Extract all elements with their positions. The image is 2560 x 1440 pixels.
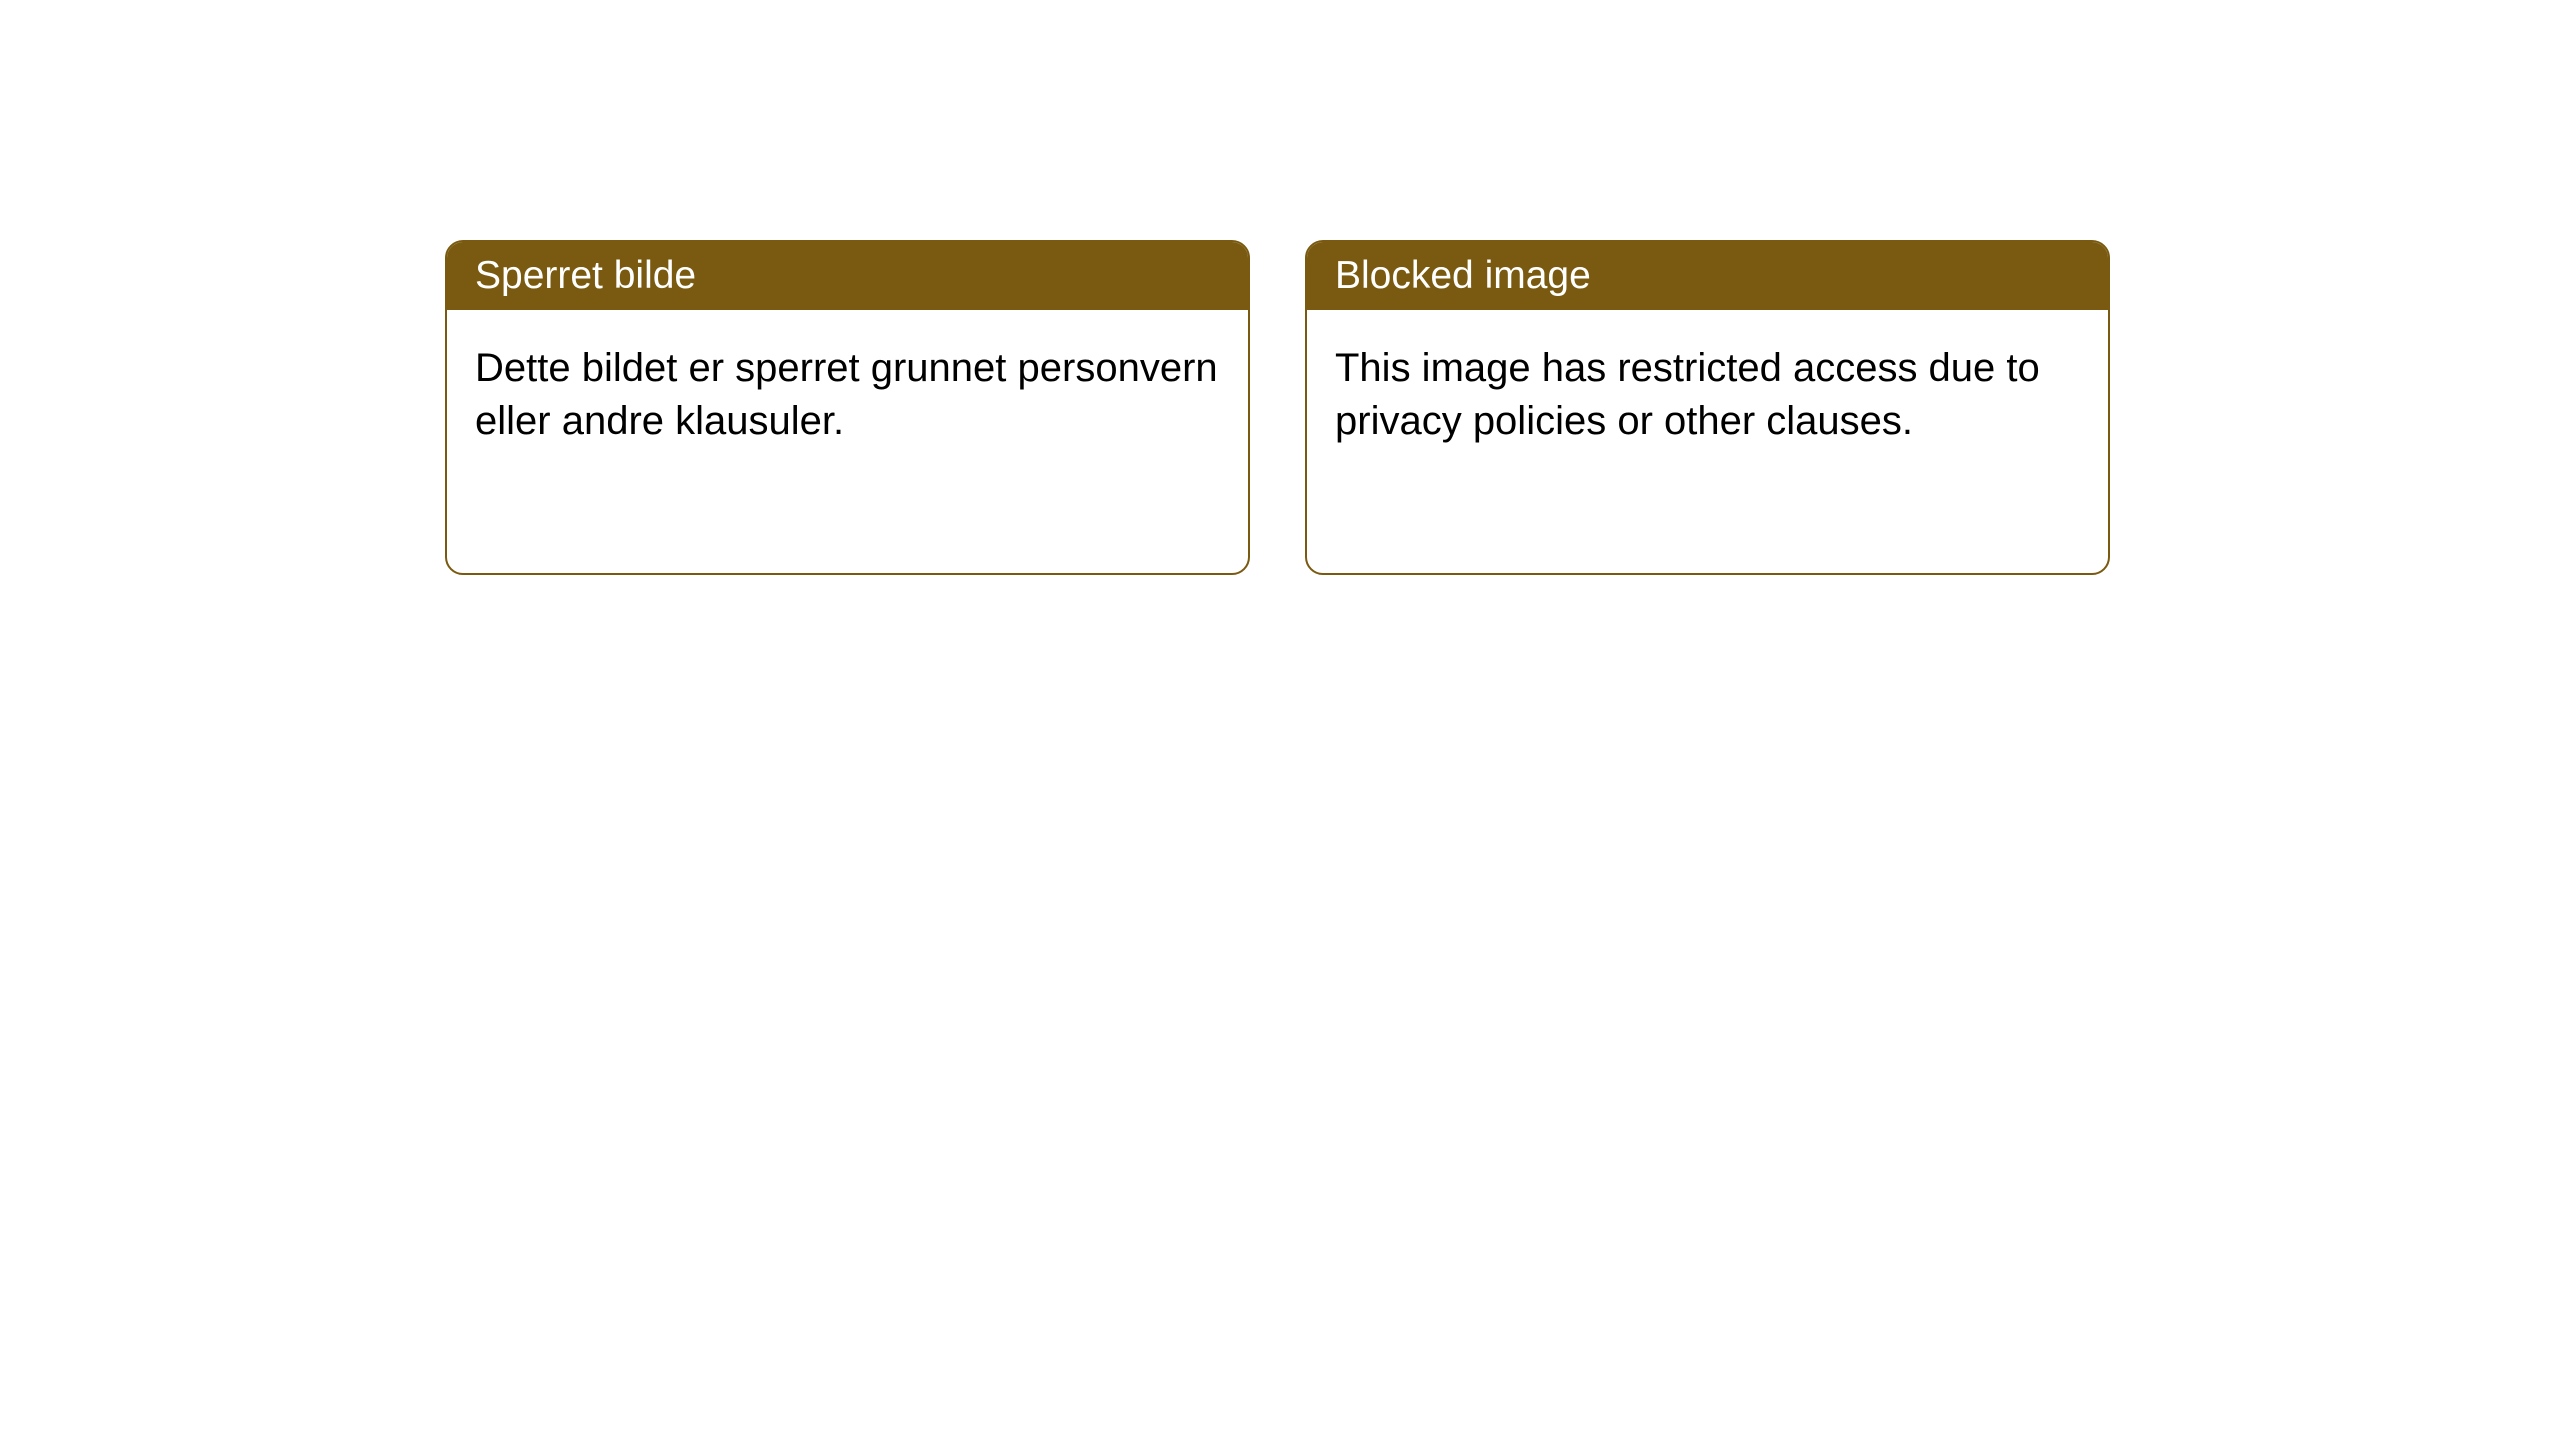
notice-body-text: This image has restricted access due to … [1335, 346, 2040, 443]
notice-body: This image has restricted access due to … [1307, 310, 2108, 480]
notice-body-text: Dette bildet er sperret grunnet personve… [475, 346, 1218, 443]
notice-card-english: Blocked image This image has restricted … [1305, 240, 2110, 575]
notice-body: Dette bildet er sperret grunnet personve… [447, 310, 1248, 480]
notice-header: Blocked image [1307, 242, 2108, 310]
notice-title: Blocked image [1335, 254, 1591, 297]
notice-title: Sperret bilde [475, 254, 696, 297]
notice-container: Sperret bilde Dette bildet er sperret gr… [0, 0, 2560, 575]
notice-header: Sperret bilde [447, 242, 1248, 310]
notice-card-norwegian: Sperret bilde Dette bildet er sperret gr… [445, 240, 1250, 575]
